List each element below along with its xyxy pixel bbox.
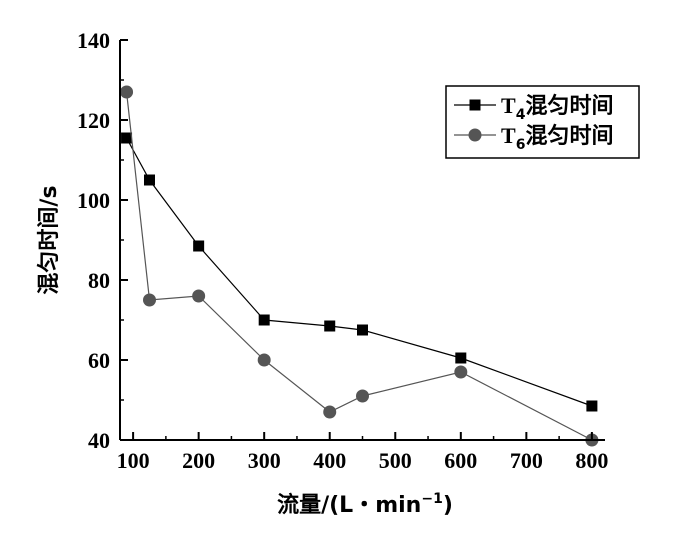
plot-area [120,85,599,447]
legend-box [445,85,640,159]
data-point [142,293,156,307]
x-tick-label: 100 [117,448,150,473]
data-point [257,353,271,367]
x-axis-title: 流量/(L・min−1) [277,491,453,518]
series-line [125,91,593,441]
y-tick-label: 100 [77,188,110,213]
data-point [258,314,270,326]
series-T6 [120,85,599,447]
legend-square-marker-icon [469,99,481,111]
data-point [586,400,598,412]
x-tick-label: 500 [379,448,412,473]
series-line [126,137,593,407]
data-point [323,405,337,419]
x-tick-label: 400 [313,448,346,473]
legend-label-t4: T4混匀时间 [501,93,613,123]
data-point [121,132,133,144]
data-point [324,320,336,332]
y-tick-label: 80 [88,268,110,293]
x-tick-label: 200 [182,448,215,473]
y-tick-label: 140 [77,28,110,53]
legend-item-t4: T4混匀时间 [454,93,613,123]
data-point [193,240,205,252]
data-point [143,174,155,186]
data-point [356,389,369,403]
data-point [357,324,368,336]
legend-circle-marker-icon [468,128,482,142]
x-tick-label: 300 [248,448,281,473]
data-point [454,365,468,379]
series-T4 [121,132,598,412]
x-tick-label: 800 [575,448,608,473]
y-tick-label: 60 [88,348,110,373]
ticks: 100 200 300 400 500 600 700 800 40 60 80 100 120 140 [77,28,608,473]
y-axis-title: 混匀时间/s [36,185,62,294]
data-point [120,85,134,99]
legend-item-t6: T6混匀时间 [454,123,613,153]
x-tick-label: 600 [444,448,477,473]
x-tick-label: 700 [510,448,543,473]
data-point [192,289,206,303]
legend: T4混匀时间 T6混匀时间 [445,85,640,159]
y-tick-label: 40 [88,428,110,453]
y-tick-label: 120 [77,108,110,133]
data-point [455,352,467,364]
legend-label-t6: T6混匀时间 [501,123,613,153]
